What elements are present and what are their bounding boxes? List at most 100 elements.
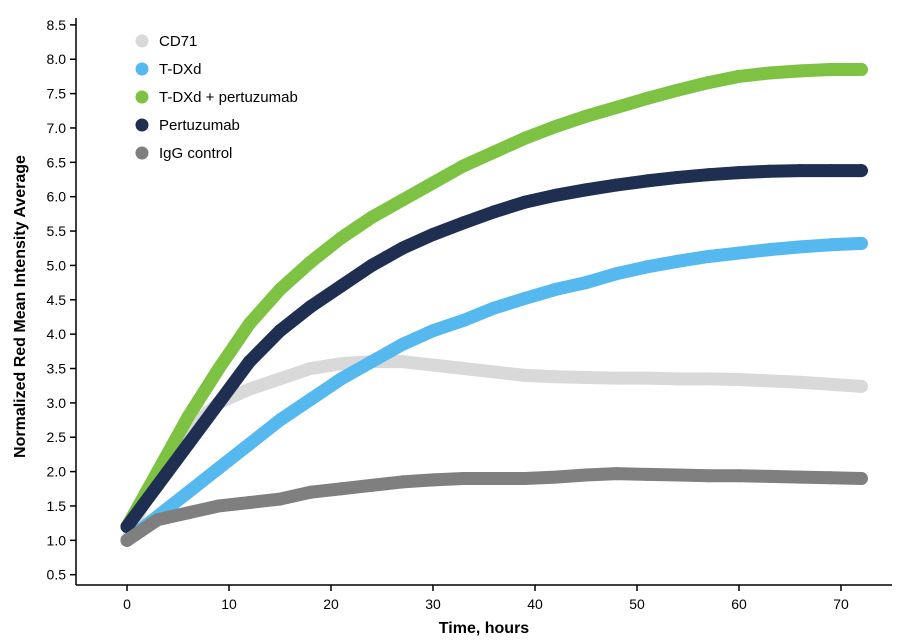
data-point	[457, 216, 471, 230]
data-point	[854, 471, 868, 485]
data-point	[763, 374, 777, 388]
data-point	[671, 170, 685, 184]
data-point	[426, 227, 440, 241]
data-point	[242, 496, 256, 510]
data-point	[212, 461, 226, 475]
data-point	[671, 83, 685, 97]
data-point	[610, 100, 624, 114]
data-point	[304, 255, 318, 269]
data-point	[548, 370, 562, 384]
data-point	[854, 63, 868, 77]
data-point	[334, 372, 348, 386]
legend-marker	[135, 34, 149, 48]
legend-label: IgG control	[159, 145, 232, 162]
data-point	[579, 276, 593, 290]
data-point	[793, 64, 807, 78]
data-point	[701, 76, 715, 90]
y-tick-label: 3.0	[47, 395, 67, 411]
data-point	[212, 499, 226, 513]
data-point	[457, 362, 471, 376]
y-tick-label: 1.0	[47, 532, 67, 548]
data-point	[671, 372, 685, 386]
data-point	[365, 478, 379, 492]
data-point	[824, 377, 838, 391]
data-point	[763, 469, 777, 483]
y-tick-label: 2.0	[47, 464, 67, 480]
data-point	[732, 373, 746, 387]
data-point	[395, 355, 409, 369]
axes-layer: 0 10 20 30 40 50 60 70 0.5 1.0 1.5 2.0 2.5 3.0 3.5 4.0 4…	[47, 17, 892, 612]
data-point	[701, 249, 715, 263]
data-point	[793, 470, 807, 484]
x-tick-label: 10	[221, 596, 237, 612]
legend-marker	[135, 146, 149, 160]
data-point	[671, 254, 685, 268]
data-point	[732, 246, 746, 260]
data-point	[518, 368, 532, 382]
data-point	[426, 324, 440, 338]
data-point	[579, 370, 593, 384]
legend-marker	[135, 90, 149, 104]
series-t-dxd	[120, 236, 868, 547]
data-point	[793, 240, 807, 254]
y-tick-label: 6.0	[47, 189, 67, 205]
data-point	[487, 365, 501, 379]
data-point	[181, 437, 195, 451]
data-point	[763, 66, 777, 80]
data-point	[518, 131, 532, 145]
data-point	[824, 238, 838, 252]
data-point	[610, 467, 624, 481]
data-point	[395, 475, 409, 489]
x-tick-label: 70	[833, 596, 849, 612]
data-point	[610, 178, 624, 192]
data-point	[304, 392, 318, 406]
data-point	[824, 471, 838, 485]
legend-marker	[135, 62, 149, 76]
data-point	[120, 520, 134, 534]
data-point	[518, 195, 532, 209]
data-point	[242, 355, 256, 369]
data-point	[701, 168, 715, 182]
data-point	[457, 159, 471, 173]
y-tick-label: 5.0	[47, 257, 67, 273]
data-point	[701, 372, 715, 386]
legend-label: CD71	[159, 33, 197, 50]
y-tick-label: 2.5	[47, 429, 67, 445]
data-point	[579, 183, 593, 197]
data-point	[151, 513, 165, 527]
data-point	[610, 267, 624, 281]
data-point	[457, 471, 471, 485]
data-point	[640, 91, 654, 105]
data-point	[457, 313, 471, 327]
data-point	[365, 210, 379, 224]
data-point	[732, 69, 746, 83]
data-point	[487, 471, 501, 485]
data-point	[548, 188, 562, 202]
data-point	[824, 63, 838, 77]
legend-label: T-DXd	[159, 61, 202, 78]
data-point	[395, 337, 409, 351]
y-tick-label: 8.0	[47, 51, 67, 67]
x-tick-label: 60	[731, 596, 747, 612]
data-point	[212, 396, 226, 410]
data-point	[395, 241, 409, 255]
data-point	[732, 469, 746, 483]
data-point	[640, 371, 654, 385]
data-point	[273, 282, 287, 296]
data-point	[426, 176, 440, 190]
legend-label: T-DXd + pertuzumab	[159, 89, 298, 106]
data-point	[181, 410, 195, 424]
data-point	[426, 473, 440, 487]
x-tick-label: 20	[323, 596, 339, 612]
data-point	[487, 145, 501, 159]
data-point	[671, 468, 685, 482]
data-point	[304, 485, 318, 499]
y-tick-label: 4.0	[47, 326, 67, 342]
data-point	[120, 533, 134, 547]
data-point	[334, 231, 348, 245]
data-point	[426, 358, 440, 372]
legend-marker	[135, 118, 149, 132]
data-point	[793, 375, 807, 389]
data-point	[487, 205, 501, 219]
